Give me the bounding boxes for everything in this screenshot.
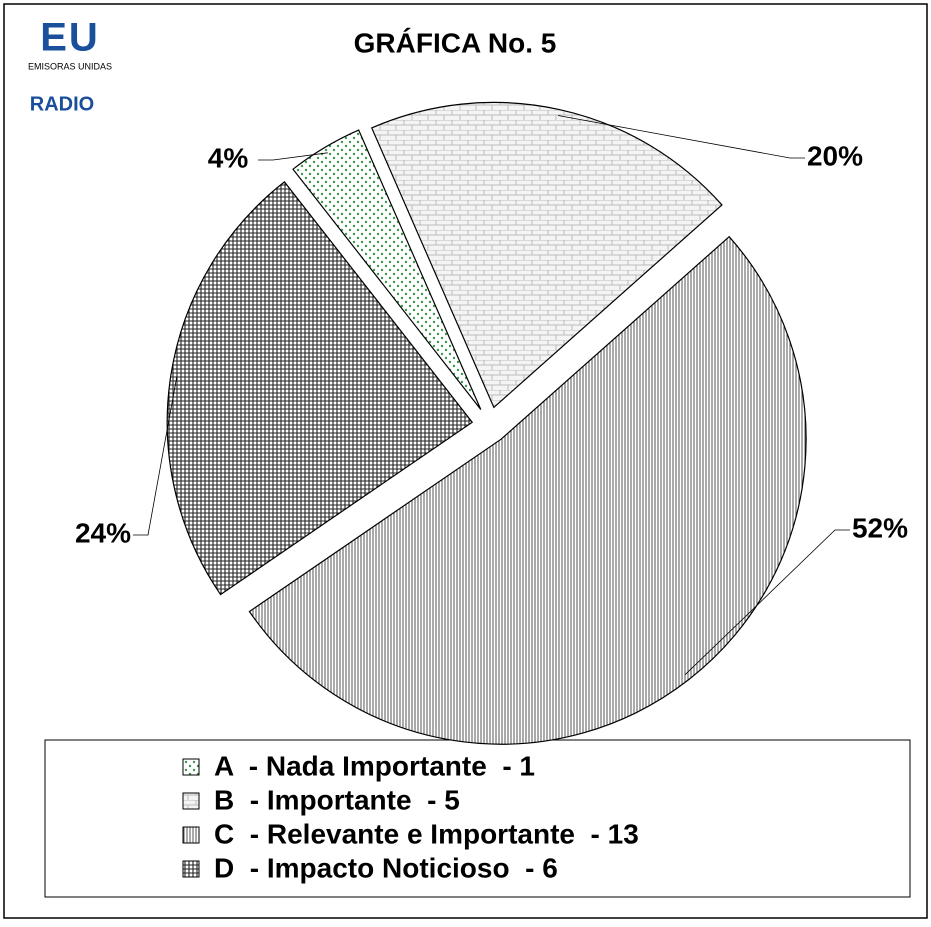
frame [3,3,928,919]
legend-swatch [182,792,200,810]
leader-line [557,115,805,159]
data-label: 24% [75,517,131,548]
legend-label: D - Impacto Noticioso - 6 [214,852,558,883]
leader-line [258,152,328,161]
logo: EU [40,16,100,60]
legend-label: B - Importante - 5 [214,784,460,815]
legend-swatch [182,758,200,776]
pie-slice [166,181,474,596]
pie-slice [370,101,723,409]
pie-slice [248,235,807,745]
legend-label: C - Relevante e Importante - 13 [214,818,639,849]
logo-subtitle: EMISORAS UNIDAS [28,61,112,71]
leader-line [133,376,178,536]
data-label: 52% [852,512,908,543]
chart-title: GRÁFICA No. 5 [354,27,557,58]
legend-label: A - Nada Importante - 1 [214,750,535,781]
logo-radio: RADIO [30,93,94,115]
legend-swatch [182,860,200,878]
pie-slice [292,129,482,410]
data-label: 4% [208,142,249,173]
leader-line [684,529,850,676]
data-label: 20% [807,140,863,171]
legend-swatch [182,826,200,844]
